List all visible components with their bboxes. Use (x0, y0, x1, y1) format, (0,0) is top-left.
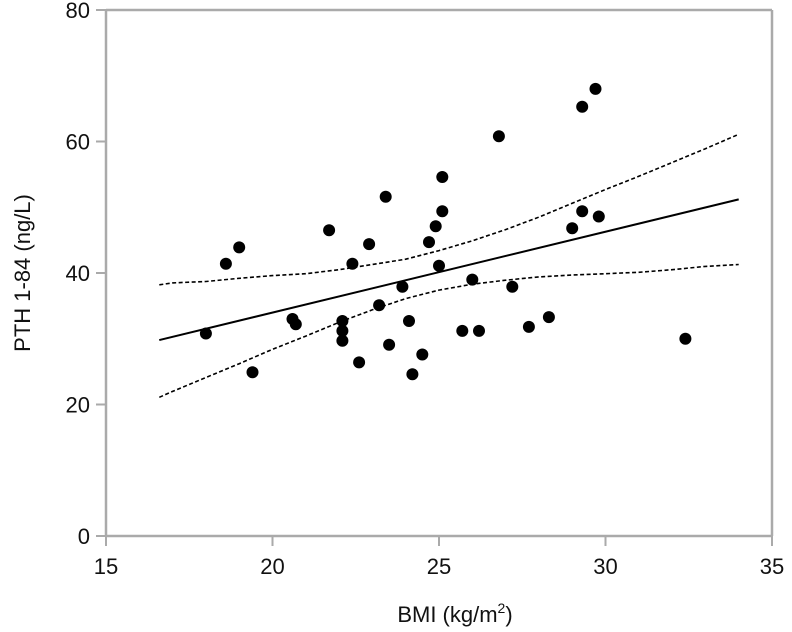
regression-layer (159, 198, 739, 342)
x-axis-title: BMI (kg/m2) (397, 600, 512, 627)
data-point (436, 171, 449, 183)
x-tick-label: 30 (593, 554, 617, 579)
data-point (379, 190, 392, 203)
data-point (429, 220, 442, 233)
ci-upper-line (159, 133, 740, 286)
data-point (492, 130, 505, 143)
x-tick-label: 15 (94, 554, 118, 579)
data-point (383, 338, 396, 351)
data-point (363, 238, 376, 251)
data-points (199, 82, 692, 381)
data-point (406, 368, 419, 381)
data-point (566, 222, 579, 235)
data-point (403, 315, 415, 327)
data-point (576, 100, 589, 113)
data-point (336, 334, 349, 347)
y-axis-ticks: 0 20 40 60 80 (66, 0, 106, 549)
data-point (456, 324, 469, 337)
data-point (506, 280, 519, 293)
y-tick-label: 40 (66, 261, 90, 286)
data-point (246, 366, 259, 379)
data-point (233, 241, 246, 254)
confidence-band (158, 133, 740, 399)
ci-lower-line (158, 263, 739, 399)
regression-line (159, 198, 739, 342)
x-axis-title-main: BMI (kg/m (397, 602, 497, 627)
data-point (289, 318, 302, 331)
x-tick-label: 35 (760, 554, 784, 579)
data-point (436, 205, 449, 218)
y-tick-label: 60 (66, 130, 90, 155)
y-axis-title: PTH 1-84 (ng/L) (10, 194, 35, 352)
data-point (466, 273, 479, 286)
data-point (473, 324, 485, 337)
x-axis-ticks: 15 20 25 30 35 (94, 536, 784, 579)
data-point (396, 280, 409, 293)
data-point (522, 320, 535, 333)
data-point (353, 356, 366, 369)
data-point (323, 224, 336, 237)
data-point (433, 259, 445, 272)
data-point (373, 299, 386, 312)
data-point (346, 257, 359, 270)
data-point (576, 205, 589, 218)
x-axis-title-superscript: 2 (498, 600, 506, 616)
data-point (592, 210, 605, 223)
x-tick-label: 20 (260, 554, 284, 579)
y-tick-label: 80 (66, 0, 90, 23)
data-point (336, 315, 349, 327)
data-point (416, 348, 429, 361)
data-point (336, 324, 349, 337)
y-tick-label: 20 (66, 393, 90, 418)
y-tick-label: 0 (78, 524, 90, 549)
data-point (589, 82, 602, 95)
data-point (423, 236, 435, 249)
data-point (219, 257, 232, 270)
data-point (199, 327, 212, 340)
x-tick-label: 25 (427, 554, 451, 579)
data-point (542, 311, 555, 324)
x-axis-title-suffix: ) (505, 602, 512, 627)
data-point (679, 332, 692, 345)
